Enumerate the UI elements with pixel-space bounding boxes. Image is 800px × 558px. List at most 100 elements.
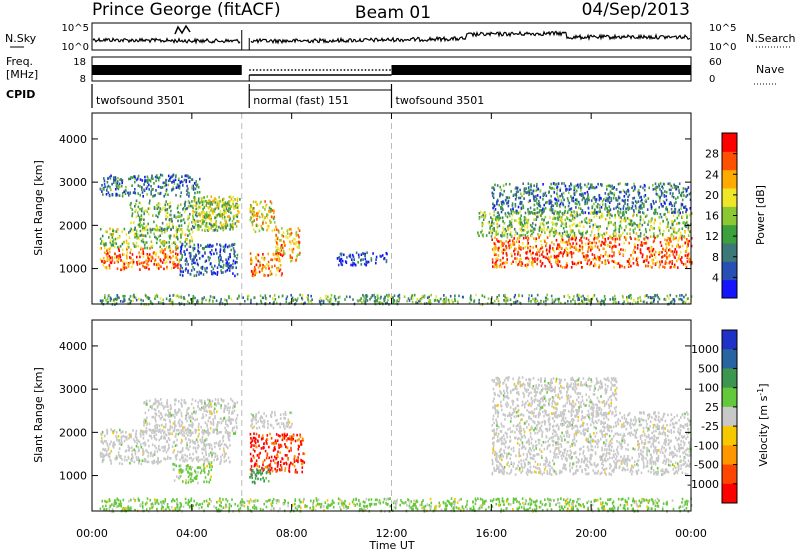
ytick-label: 2000 <box>59 219 87 232</box>
range-cell <box>676 295 678 298</box>
colorbar-tick-label: 24 <box>705 168 719 181</box>
range-cell <box>130 257 132 260</box>
range-cell <box>622 296 624 299</box>
range-cell <box>202 413 204 416</box>
range-cell <box>257 212 259 215</box>
range-cell <box>534 212 536 215</box>
range-cell <box>131 215 133 218</box>
range-cell <box>124 295 126 298</box>
range-cell <box>611 187 613 190</box>
range-cell <box>187 225 189 228</box>
range-cell <box>623 205 625 208</box>
range-cell <box>578 186 580 189</box>
range-cell <box>660 232 662 235</box>
range-cell <box>278 257 280 260</box>
range-cell <box>434 299 436 302</box>
range-cell <box>674 266 676 269</box>
range-cell <box>203 211 205 214</box>
range-cell <box>531 226 533 229</box>
range-cell <box>679 212 681 215</box>
range-cell <box>157 238 159 241</box>
range-cell <box>222 266 224 269</box>
range-cell <box>175 216 177 219</box>
range-cell <box>220 256 222 259</box>
range-cell <box>492 203 494 206</box>
range-cell <box>424 296 426 299</box>
range-cell <box>361 263 363 266</box>
range-cell <box>118 249 120 252</box>
range-cell <box>214 296 216 299</box>
range-cell <box>158 267 160 270</box>
range-cell <box>192 247 194 250</box>
range-cell <box>119 462 121 465</box>
range-cell <box>186 193 188 196</box>
range-cell <box>655 201 657 204</box>
range-cell <box>686 216 688 219</box>
range-cell <box>582 209 584 212</box>
range-cell <box>676 253 678 256</box>
range-cell <box>238 295 240 298</box>
range-cell <box>196 211 198 214</box>
range-cell <box>653 232 655 235</box>
range-cell <box>109 264 111 267</box>
range-cell <box>177 253 179 256</box>
range-cell <box>188 438 190 441</box>
range-cell <box>470 297 472 300</box>
range-cell <box>575 239 577 242</box>
range-cell <box>132 300 134 303</box>
range-cell <box>352 262 354 265</box>
range-cell <box>178 185 180 188</box>
range-cell <box>157 457 159 460</box>
range-cell <box>511 225 513 228</box>
range-cell <box>224 248 226 251</box>
range-cell <box>234 198 236 201</box>
range-cell <box>428 296 430 299</box>
range-cell <box>133 191 135 194</box>
range-cell <box>291 257 293 260</box>
range-cell <box>599 249 601 252</box>
range-cell <box>188 294 190 297</box>
range-cell <box>227 447 229 450</box>
range-cell <box>177 266 179 269</box>
range-cell <box>618 234 620 237</box>
range-cell <box>209 223 211 226</box>
range-cell <box>109 443 111 446</box>
range-cell <box>549 229 551 232</box>
range-cell <box>613 266 615 269</box>
range-cell <box>122 300 124 303</box>
range-cell <box>100 238 102 241</box>
range-cell <box>181 271 183 274</box>
range-cell <box>513 301 515 304</box>
range-cell <box>267 274 269 277</box>
range-cell <box>679 254 681 257</box>
range-cell <box>177 184 179 187</box>
range-cell <box>541 231 543 234</box>
range-cell <box>556 248 558 251</box>
range-cell <box>624 200 626 203</box>
range-cell <box>194 196 196 199</box>
nave-tick-top: 60 <box>709 57 722 68</box>
range-cell <box>636 207 638 210</box>
range-cell <box>157 216 159 219</box>
range-cell <box>558 198 560 201</box>
range-cell <box>124 456 126 459</box>
range-cell <box>652 296 654 299</box>
range-cell <box>608 222 610 225</box>
range-cell <box>178 263 180 266</box>
range-cell <box>651 266 653 269</box>
range-cell <box>346 296 348 299</box>
range-cell <box>644 221 646 224</box>
range-cell <box>108 236 110 239</box>
range-cell <box>153 182 155 185</box>
range-cell <box>587 255 589 258</box>
range-cell <box>207 195 209 198</box>
range-cell <box>186 239 188 242</box>
range-cell <box>225 264 227 267</box>
range-cell <box>132 456 134 459</box>
range-cell <box>608 224 610 227</box>
range-cell <box>660 182 662 185</box>
range-cell <box>273 210 275 213</box>
range-cell <box>126 254 128 257</box>
range-cell <box>100 455 102 458</box>
